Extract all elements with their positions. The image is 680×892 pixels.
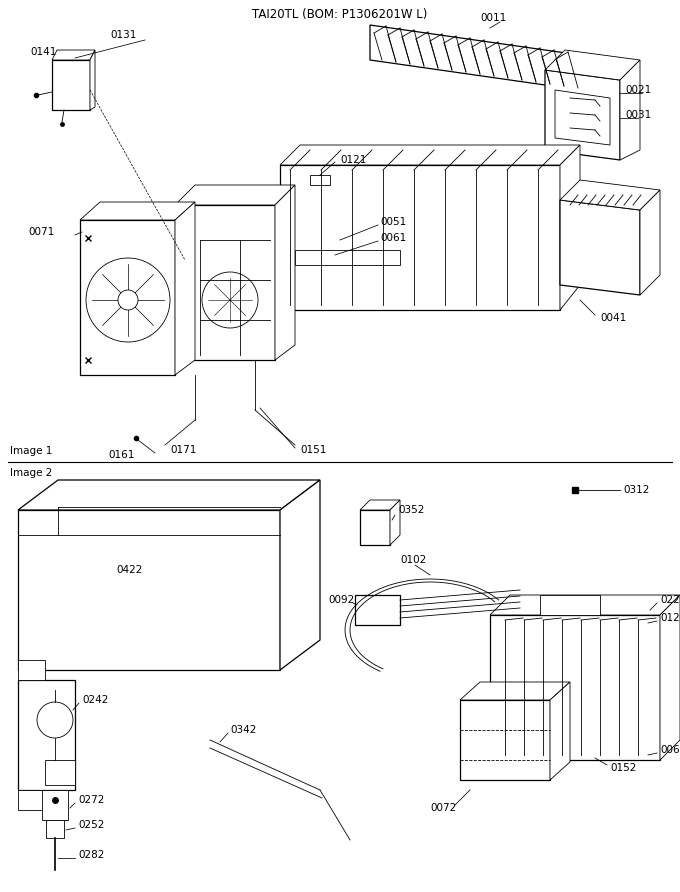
Polygon shape: [275, 185, 295, 360]
Polygon shape: [90, 50, 95, 110]
Polygon shape: [560, 200, 640, 295]
Polygon shape: [52, 50, 95, 60]
Polygon shape: [18, 510, 280, 670]
Circle shape: [86, 258, 170, 342]
Polygon shape: [545, 70, 620, 160]
Circle shape: [118, 290, 138, 310]
Text: 0352: 0352: [398, 505, 424, 515]
Polygon shape: [390, 500, 400, 545]
Text: 0312: 0312: [623, 485, 649, 495]
Text: 0102: 0102: [400, 555, 426, 565]
Polygon shape: [18, 480, 320, 510]
Polygon shape: [560, 145, 580, 310]
Polygon shape: [18, 680, 75, 790]
Text: 0252: 0252: [78, 820, 104, 830]
Polygon shape: [175, 202, 195, 375]
Text: 0031: 0031: [625, 110, 651, 120]
Polygon shape: [80, 220, 175, 375]
Polygon shape: [490, 615, 660, 760]
Circle shape: [202, 272, 258, 328]
Polygon shape: [175, 185, 295, 205]
Polygon shape: [18, 790, 45, 810]
Text: 0342: 0342: [230, 725, 256, 735]
Polygon shape: [660, 595, 680, 760]
Polygon shape: [45, 760, 75, 785]
Circle shape: [37, 702, 73, 738]
Polygon shape: [355, 595, 400, 625]
Text: 0062: 0062: [660, 745, 680, 755]
Polygon shape: [18, 660, 45, 680]
Polygon shape: [295, 250, 400, 265]
Text: Image 1: Image 1: [10, 446, 52, 456]
Polygon shape: [555, 90, 610, 145]
Polygon shape: [175, 205, 275, 360]
Text: 0171: 0171: [170, 445, 197, 455]
Text: 0092: 0092: [328, 595, 354, 605]
Text: 0041: 0041: [600, 313, 626, 323]
Polygon shape: [460, 700, 550, 780]
Text: 0061: 0061: [380, 233, 406, 243]
Polygon shape: [280, 145, 580, 165]
Text: 0422: 0422: [117, 565, 143, 575]
Text: 0141: 0141: [30, 47, 56, 57]
Text: 0242: 0242: [82, 695, 108, 705]
Text: 0021: 0021: [625, 85, 651, 95]
Polygon shape: [52, 60, 90, 110]
Text: 0131: 0131: [110, 30, 137, 40]
Polygon shape: [280, 480, 320, 670]
Polygon shape: [460, 682, 570, 700]
Text: 0122: 0122: [660, 613, 680, 623]
Text: 0051: 0051: [380, 217, 406, 227]
Text: 0272: 0272: [78, 795, 104, 805]
Text: 0072: 0072: [430, 803, 456, 813]
Polygon shape: [42, 790, 68, 820]
Polygon shape: [490, 595, 680, 615]
Text: 0071: 0071: [28, 227, 54, 237]
Polygon shape: [545, 50, 640, 80]
Polygon shape: [280, 165, 560, 310]
Polygon shape: [640, 190, 660, 295]
Polygon shape: [360, 500, 400, 510]
Text: Image 2: Image 2: [10, 468, 52, 478]
Polygon shape: [310, 175, 330, 185]
Polygon shape: [550, 682, 570, 780]
Text: 0152: 0152: [610, 763, 636, 773]
Text: 0222: 0222: [660, 595, 680, 605]
Polygon shape: [560, 180, 660, 210]
Text: 0282: 0282: [78, 850, 104, 860]
Text: 0121: 0121: [340, 155, 367, 165]
Text: 0161: 0161: [108, 450, 135, 460]
Polygon shape: [370, 25, 580, 90]
Text: 0011: 0011: [480, 13, 506, 23]
Polygon shape: [620, 60, 640, 160]
Polygon shape: [80, 202, 195, 220]
Text: TAI20TL (BOM: P1306201W L): TAI20TL (BOM: P1306201W L): [252, 8, 428, 21]
Polygon shape: [540, 595, 600, 615]
Polygon shape: [360, 510, 390, 545]
Polygon shape: [46, 820, 64, 838]
Text: 0151: 0151: [300, 445, 326, 455]
